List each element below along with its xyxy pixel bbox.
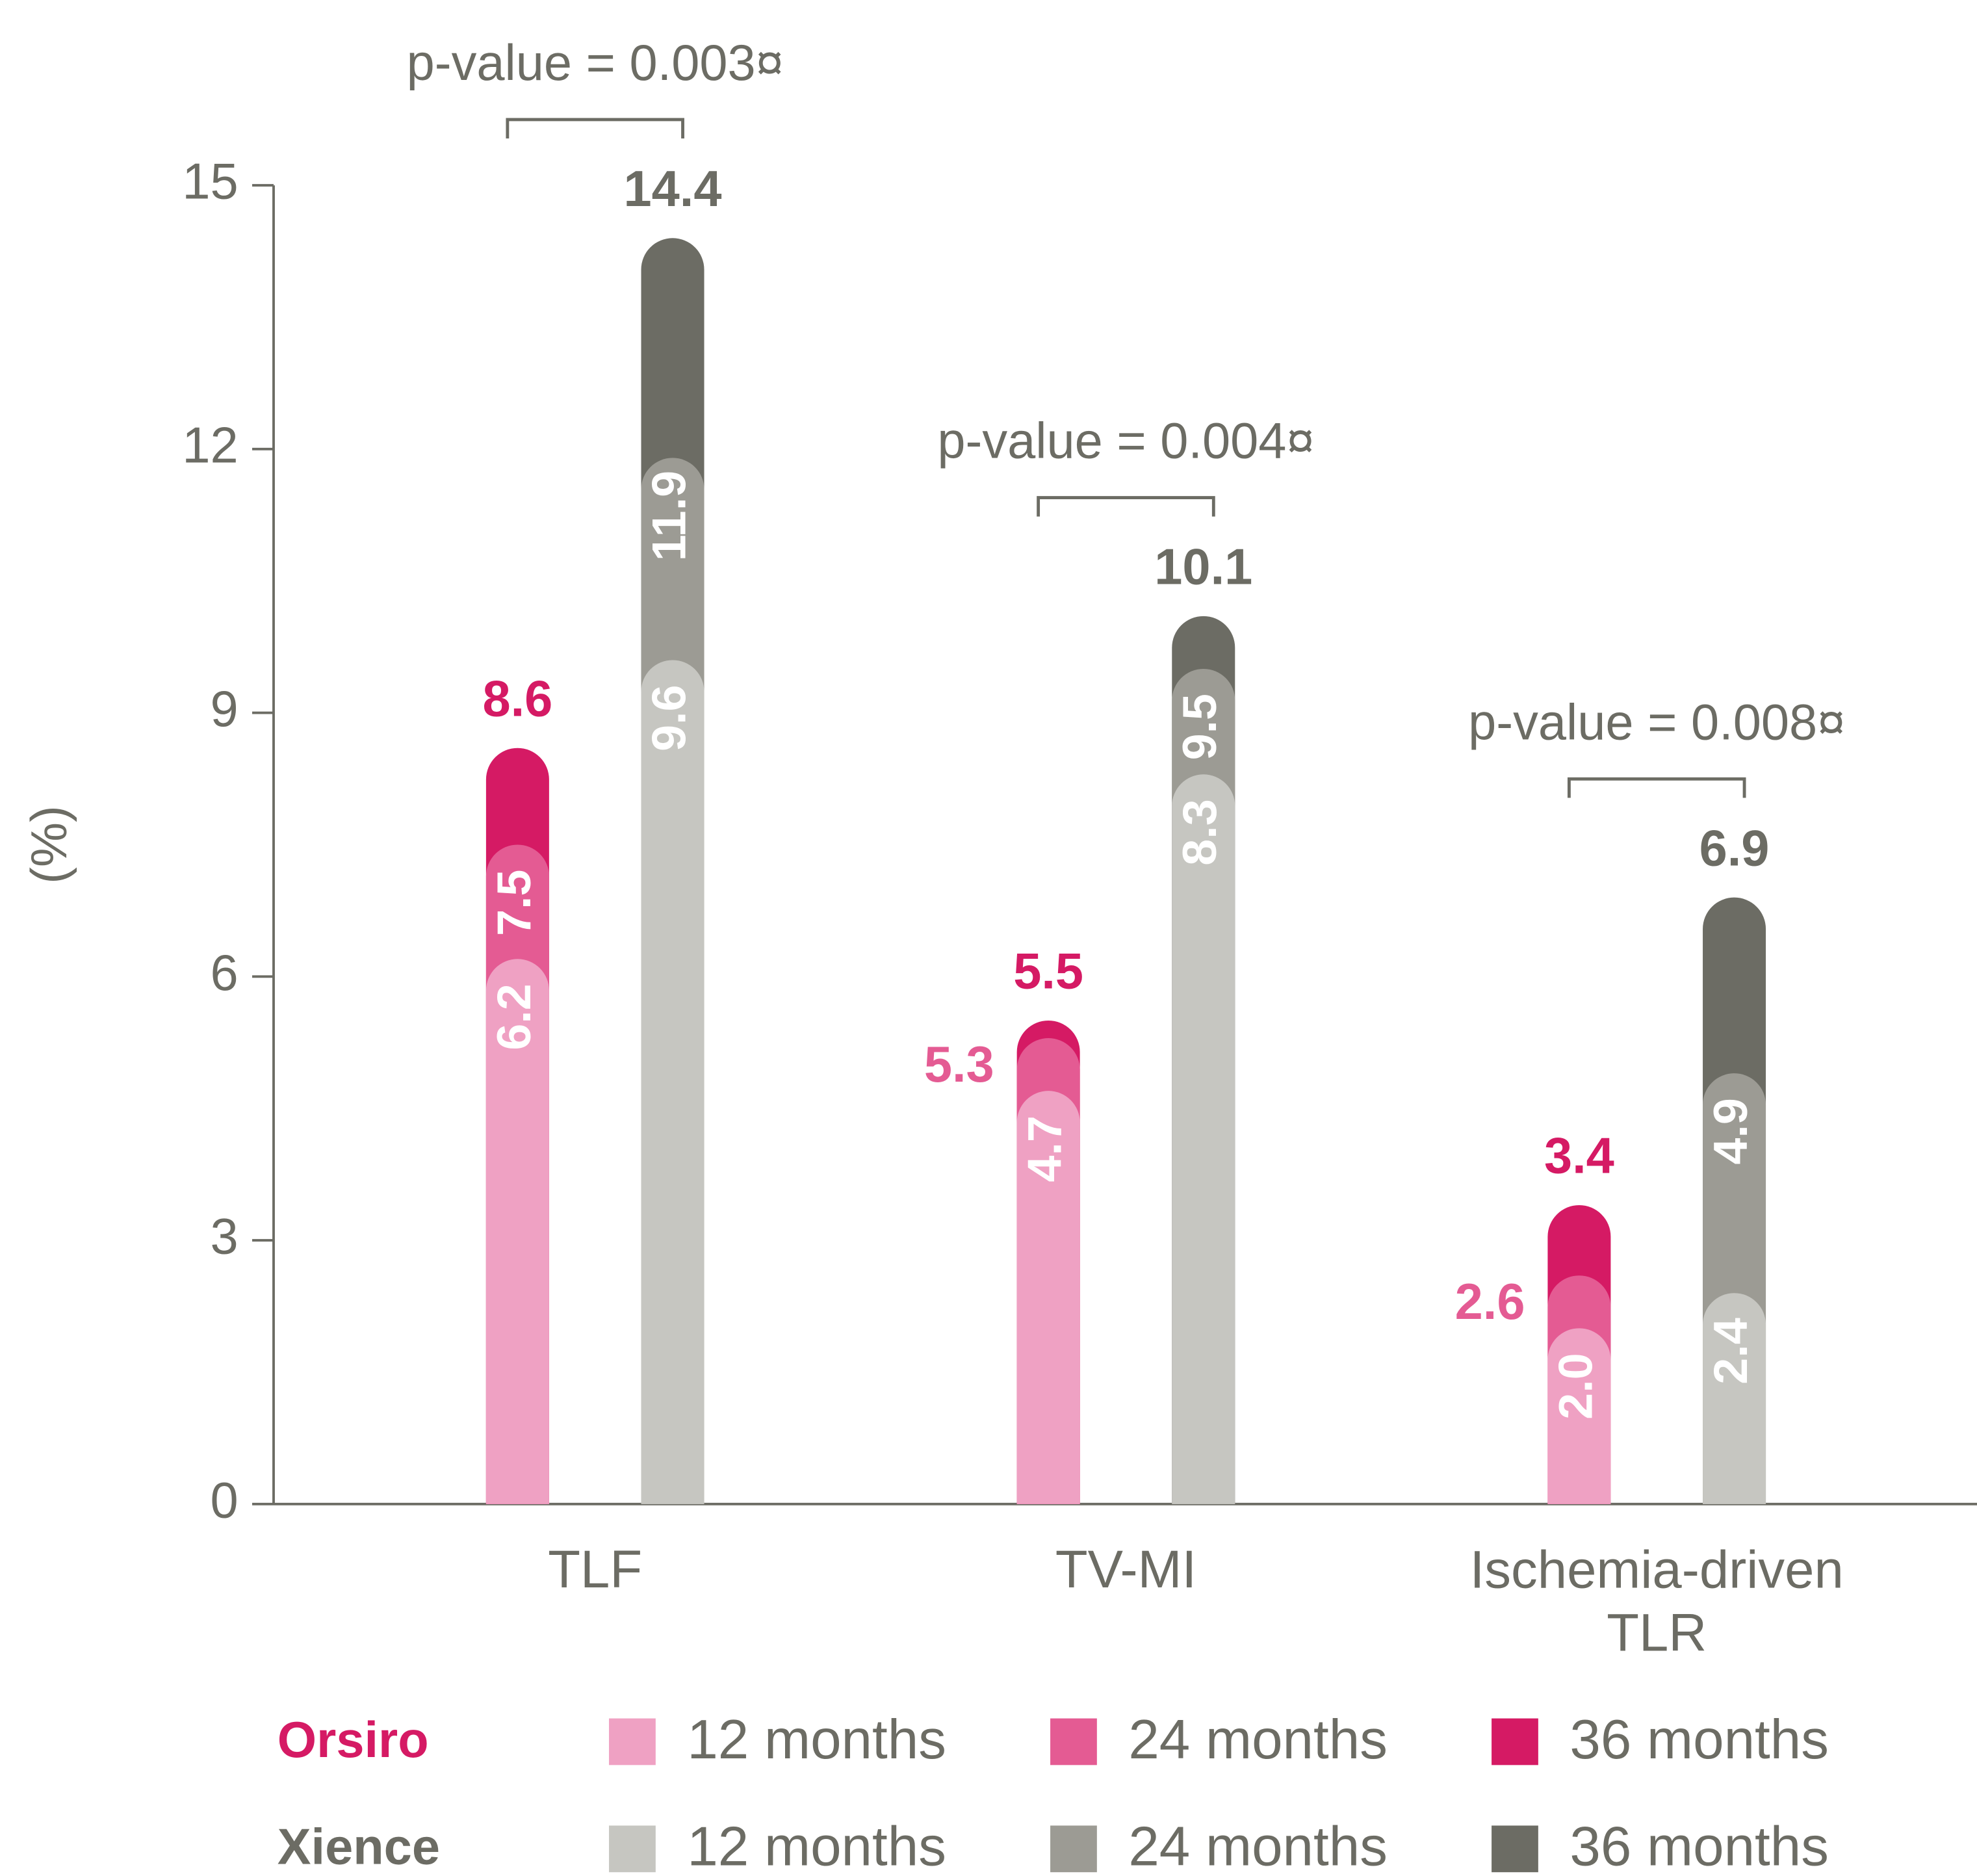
legend-swatch: [609, 1718, 656, 1765]
annotation-bracket: [506, 118, 684, 139]
value-label: 4.7: [1018, 1115, 1072, 1182]
x-tick-label: TLF: [548, 1540, 642, 1599]
legend-swatch: [1050, 1718, 1097, 1765]
value-label: 11.9: [641, 471, 695, 561]
value-label: 10.1: [1154, 540, 1252, 595]
y-tick-label: 0: [211, 1472, 239, 1528]
bar: [641, 660, 704, 1504]
value-label: 4.9: [1703, 1098, 1757, 1164]
legend-group: Orsiro: [278, 1712, 429, 1768]
x-tick-label: Ischemia-driven TLR: [1470, 1540, 1844, 1662]
y-axis-label: (%): [21, 805, 77, 884]
legend-swatch: [1492, 1825, 1538, 1873]
annotation: p-value = 0.008¤: [1468, 694, 1845, 750]
y-tick-label: 12: [182, 417, 238, 473]
legend-label: 24 months: [1128, 1709, 1388, 1771]
bar: [1703, 1293, 1766, 1504]
y-tick-label: 15: [182, 154, 238, 210]
value-label: 5.5: [1013, 944, 1083, 1000]
value-label: 2.6: [1455, 1274, 1525, 1330]
value-label: 8.3: [1172, 799, 1226, 865]
bar: [485, 959, 549, 1504]
legend-label: 12 months: [687, 1709, 946, 1771]
annotation: p-value = 0.004¤: [937, 413, 1314, 469]
legend-label: 36 months: [1570, 1816, 1829, 1876]
bar: [1547, 1328, 1611, 1504]
value-label: 5.3: [924, 1037, 994, 1093]
y-tick-label: 3: [211, 1209, 239, 1265]
y-tick-label: 6: [211, 945, 239, 1001]
legend-label: 36 months: [1570, 1709, 1829, 1771]
bar: [1172, 774, 1235, 1504]
legend-label: 24 months: [1128, 1816, 1388, 1876]
y-tick-label: 9: [211, 681, 239, 737]
legend-label: 12 months: [687, 1816, 946, 1876]
value-label: 7.5: [487, 869, 541, 935]
legend-swatch: [609, 1825, 656, 1873]
x-tick-label: TV-MI: [1055, 1540, 1196, 1599]
value-label: 2.4: [1703, 1318, 1757, 1384]
value-label: 2.0: [1548, 1353, 1602, 1419]
value-label: 6.2: [487, 984, 541, 1050]
annotation: p-value = 0.003¤: [407, 35, 784, 91]
value-label: 9.6: [641, 684, 695, 751]
annotation-bracket: [1037, 496, 1215, 517]
value-label: 8.6: [482, 671, 552, 727]
value-label: 3.4: [1544, 1128, 1614, 1184]
legend-swatch: [1050, 1825, 1097, 1873]
value-label: 6.9: [1699, 820, 1770, 876]
value-label: 14.4: [624, 161, 722, 217]
legend-group: Xience: [278, 1819, 440, 1875]
annotation-bracket: [1567, 777, 1746, 798]
value-label: 9.5: [1172, 694, 1226, 760]
bar: [1016, 1091, 1080, 1504]
legend-swatch: [1492, 1718, 1538, 1765]
